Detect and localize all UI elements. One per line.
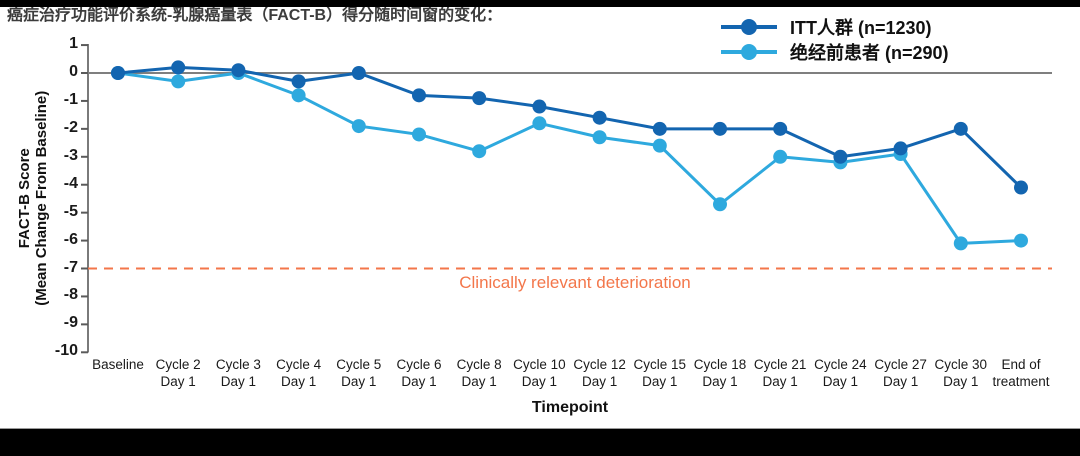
data-point (953, 121, 968, 136)
legend: ITT人群 (n=1230) 绝经前患者 (n=290) (720, 16, 949, 63)
data-point (1014, 180, 1028, 195)
data-point (773, 121, 788, 136)
x-tick-label: Cycle 15 Day 1 (633, 357, 687, 389)
y-tick-label: -7 (63, 258, 78, 276)
data-point (171, 60, 186, 75)
y-tick-label: 1 (69, 35, 78, 53)
data-point (592, 130, 607, 145)
data-point (412, 127, 426, 142)
legend-marker-icon (721, 19, 777, 35)
data-point (291, 88, 306, 103)
data-point (171, 74, 186, 89)
x-tick-label: Cycle 6 Day 1 (396, 357, 442, 389)
x-tick-label: Cycle 30 Day 1 (934, 357, 988, 389)
data-point (833, 149, 848, 164)
data-point (472, 144, 487, 159)
data-point (532, 99, 547, 114)
data-point (351, 66, 366, 80)
x-tick-label: Cycle 12 Day 1 (573, 357, 626, 389)
series-line-0 (117, 65, 1023, 189)
y-tick-label: -5 (63, 202, 78, 220)
data-point (713, 197, 727, 212)
data-point (953, 236, 968, 251)
y-axis-title: FACT-B Score (Mean Change From Baseline) (16, 38, 51, 358)
y-tick-label: -3 (63, 146, 78, 164)
data-point (592, 110, 607, 125)
x-tick-label: Cycle 10 Day 1 (513, 357, 566, 389)
y-tick-label: -6 (63, 230, 78, 248)
x-tick-label: Cycle 27 Day 1 (874, 357, 927, 389)
chart-title: 癌症治疗功能评价系统-乳腺癌量表（FACT-B）得分随时间窗的变化： (7, 7, 503, 24)
x-tick-label: Cycle 4 Day 1 (276, 357, 322, 389)
data-point (532, 116, 547, 131)
top-black-bar (0, 0, 1080, 7)
x-axis-title: Timepoint (531, 399, 609, 416)
legend-item-label: 绝经前患者 (n=290) (790, 43, 949, 63)
x-tick-label: Baseline (92, 357, 144, 372)
x-tick-label: Cycle 3 Day 1 (215, 357, 261, 389)
y-tick-label: -10 (54, 342, 78, 360)
data-point (291, 74, 306, 89)
legend-item-label: ITT人群 (n=1230) (790, 18, 932, 38)
x-tick-label: Cycle 18 Day 1 (693, 357, 747, 389)
legend-marker-icon (721, 44, 777, 60)
legend-item: 绝经前患者 (n=290) (720, 41, 949, 63)
data-point (472, 91, 487, 106)
series-line-1 (117, 71, 1022, 245)
y-tick-label: -1 (63, 90, 78, 108)
y-tick-label: -8 (63, 286, 78, 304)
data-point (713, 121, 727, 136)
data-point (1014, 233, 1028, 248)
data-point (351, 119, 366, 134)
bottom-black-bar (0, 428, 1080, 456)
x-tick-label: Cycle 5 Day 1 (336, 357, 382, 389)
y-tick-label: -9 (63, 314, 78, 332)
data-point (231, 63, 246, 78)
reference-line-label: Clinically relevant deterioration (459, 273, 691, 292)
y-axis-title-line1: FACT-B Score (15, 148, 33, 249)
x-tick-label: Cycle 24 Day 1 (814, 357, 867, 389)
x-tick-label: Cycle 8 Day 1 (456, 357, 502, 389)
data-point (652, 138, 667, 153)
data-point (412, 88, 426, 103)
x-tick-label: Cycle 21 Day 1 (753, 357, 807, 389)
data-point (893, 141, 908, 156)
data-point (111, 66, 125, 80)
y-tick-label: -4 (63, 174, 78, 192)
x-tick-label: End of treatment (992, 357, 1050, 389)
data-point (773, 149, 788, 164)
y-tick-label: -2 (63, 118, 78, 136)
x-tick-label: Cycle 2 Day 1 (155, 357, 201, 389)
legend-item: ITT人群 (n=1230) (720, 16, 949, 38)
y-axis-title-line2: (Mean Change From Baseline) (33, 90, 50, 306)
y-tick-label: 0 (69, 63, 78, 80)
data-point (652, 121, 667, 136)
